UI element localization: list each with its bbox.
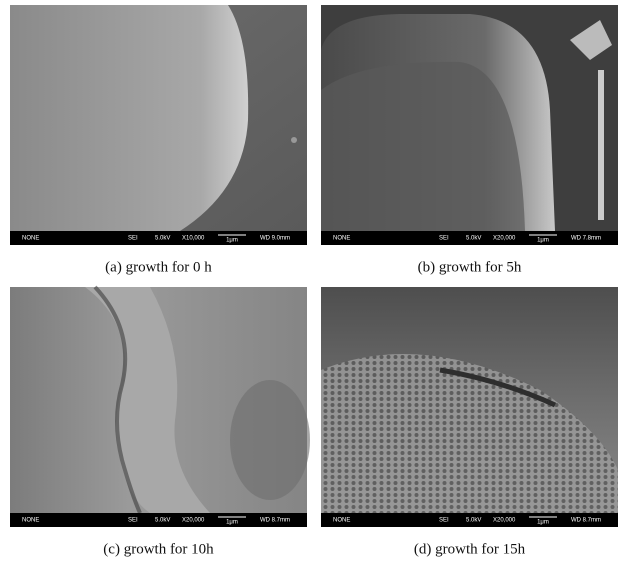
info-wd: WD 7.8mm — [571, 236, 601, 242]
debris — [291, 137, 297, 143]
info-detector: SEI — [128, 236, 138, 242]
info-wd: WD 8.7mm — [260, 518, 290, 524]
info-voltage: 5.0kV — [155, 518, 170, 524]
caption: (a) growth for 0 h — [105, 259, 212, 275]
info-label: NONE — [333, 518, 350, 524]
caption: (c) growth for 10h — [103, 541, 214, 557]
info-label: NONE — [333, 236, 350, 242]
scale-label: 1μm — [226, 238, 238, 244]
figure: NONE SEI 5.0kV X10,000 WD 9.0mm 1μm (a) growth… — [0, 0, 624, 561]
info-magnification: X20,000 — [182, 518, 205, 524]
info-detector: SEI — [439, 518, 449, 524]
info-voltage: 5.0kV — [155, 236, 170, 242]
scale-label: 1μm — [537, 238, 549, 244]
fiber-a — [10, 5, 248, 231]
caption: (d) growth for 15h — [414, 541, 526, 557]
scale-label: 1μm — [537, 520, 549, 526]
info-magnification: X10,000 — [182, 236, 205, 242]
info-label: NONE — [22, 236, 39, 242]
debris — [598, 70, 604, 220]
caption: (b) growth for 5h — [418, 259, 522, 275]
info-wd: WD 8.7mm — [571, 518, 601, 524]
fiber-b-inner — [321, 62, 525, 231]
info-detector: SEI — [439, 236, 449, 242]
info-label: NONE — [22, 518, 39, 524]
info-voltage: 5.0kV — [466, 518, 481, 524]
info-wd: WD 9.0mm — [260, 236, 290, 242]
info-magnification: X20,000 — [493, 518, 516, 524]
micrographs — [10, 5, 618, 513]
info-magnification: X20,000 — [493, 236, 516, 242]
info-detector: SEI — [128, 518, 138, 524]
info-voltage: 5.0kV — [466, 236, 481, 242]
scale-label: 1μm — [226, 520, 238, 526]
